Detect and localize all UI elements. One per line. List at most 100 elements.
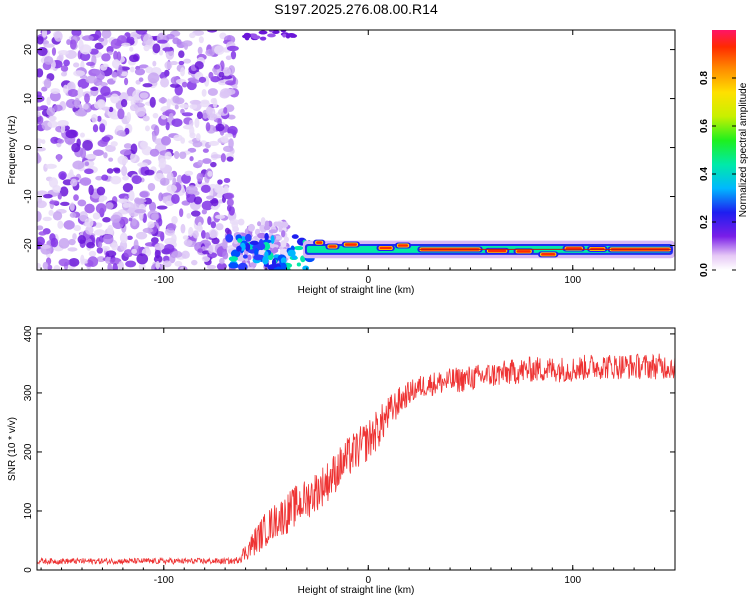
heatmap-cell [206,264,217,270]
heatmap-cell [80,254,85,265]
heatmap-cell [138,64,149,69]
heatmap-cell [63,220,75,230]
colorbar-ticks: 0.0 0.2 0.4 0.6 0.8 [699,71,736,277]
heatmap-cell [271,30,280,35]
heatmap-cell [197,221,203,231]
heatmap-cell [57,138,65,144]
heatmap-cell [208,71,214,79]
heatmap-cell [119,209,126,215]
heatmap-cell [103,152,108,159]
heatmap-cell [226,45,239,52]
heatmap-cell [198,76,207,83]
heatmap-cell [126,36,135,43]
heatmap-cell [72,233,77,240]
heatmap-cell [165,33,175,40]
colorbar-tick-label: 0.0 [699,263,710,277]
heatmap-cell [328,245,337,248]
heatmap-cell [69,202,75,211]
heatmap-cell [119,232,128,244]
heatmap-cell [147,72,160,84]
heatmap-cell [122,182,134,193]
heatmap-cell [192,230,199,239]
heatmap-cell [107,224,114,236]
heatmap-cell [73,62,80,68]
heatmap-cell [169,83,181,88]
heatmap-cell [82,35,94,41]
colorbar-tick-label: 0.6 [699,119,710,133]
heatmap-cell [267,33,276,38]
heatmap-cell [162,260,172,268]
heatmap-cell [171,250,183,258]
heatmap-cell [225,234,234,243]
heatmap-cell [84,153,97,160]
heatmap-cell [128,217,133,222]
heatmap-cell [197,159,204,166]
heatmap-cell [37,68,44,78]
heatmap-cell [134,209,147,214]
heatmap-cell [118,92,129,103]
heatmap-cell [87,256,99,267]
heatmap-cell [223,185,229,194]
heatmap-cell [236,245,242,252]
heatmap-cell [78,39,84,51]
heatmap-cell [158,158,167,168]
heatmap-cell [291,234,299,239]
heatmap-cell [268,229,278,234]
heatmap-cell [222,145,234,152]
heatmap-cell [46,96,51,106]
heatmap-cell [176,174,183,184]
heatmap-cell [160,115,167,120]
heatmap-cell [262,255,269,265]
heatmap-cell [74,97,81,109]
heatmap-cell [42,261,49,270]
heatmap-cell [67,88,79,97]
heatmap-cell [179,266,185,270]
snr-y-tick-label: 400 [23,325,34,342]
heatmap-cell [183,58,192,64]
heatmap-cell [129,54,139,63]
heatmap-cell [183,239,193,247]
heatmap-cell [264,220,270,228]
heatmap-cell [259,224,264,232]
heatmap-cell [114,168,121,174]
heatmap-cell [138,77,144,82]
heatmap-cell [264,232,269,241]
heatmap-cell [152,43,161,54]
heatmap-cell [106,168,114,174]
heatmap-cell [131,175,142,185]
heatmap-cell [126,111,131,123]
heatmap-cell [190,79,200,84]
heatmap-cell [216,262,227,270]
heatmap-cell [159,72,168,80]
heatmap-cell [97,37,105,42]
heatmap-cell [153,255,163,264]
heatmap-cell [205,49,215,57]
heatmap-cell [128,190,135,202]
heatmap-cell [171,215,178,225]
heatmap-cell [147,182,156,192]
heatmap-cell [227,114,236,120]
spectrogram-x-tick-label: 100 [564,275,581,286]
heatmap-cell [112,263,118,270]
snr-axes: -100 0 100 0 100 200 300 400 [23,325,676,586]
heatmap-cell [223,192,235,200]
heatmap-cell [197,248,203,253]
heatmap-cell [113,50,119,61]
heatmap-cell [134,68,146,76]
colorbar-gradient [712,30,736,270]
heatmap-cell [257,232,267,239]
heatmap-cell [181,173,191,184]
heatmap-cell [181,250,190,259]
heatmap-cell [50,88,61,95]
heatmap-cell [217,179,223,185]
heatmap-cell [68,257,80,267]
heatmap-cell [150,237,159,244]
heatmap-cell [344,243,358,246]
heatmap-cell [84,168,94,175]
heatmap-cell [180,223,186,234]
heatmap-cell [154,243,165,251]
spectrogram-y-tick-label: -10 [23,189,34,204]
heatmap-cell [60,71,68,77]
snr-y-tick-label: 100 [23,502,34,519]
heatmap-cell [166,184,178,193]
